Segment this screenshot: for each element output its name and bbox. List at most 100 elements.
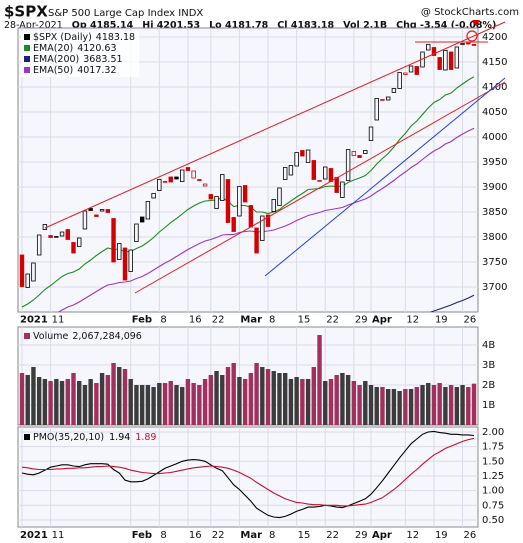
- volume-bar: [82, 385, 88, 425]
- y-tick-label: 4200: [482, 32, 507, 43]
- volume-bar: [145, 385, 151, 425]
- candle: [294, 152, 299, 167]
- legend-entry: Volume 2,067,284,096: [33, 331, 142, 342]
- x-tick-label: 29: [355, 315, 368, 326]
- legend-part: 1.94: [109, 432, 130, 443]
- candle: [380, 99, 385, 101]
- y-tick-label: 4B: [482, 340, 495, 351]
- legend-entry: EMA(20) 4120.63: [33, 43, 117, 54]
- candle: [454, 46, 460, 69]
- candle: [351, 151, 357, 156]
- x-tick-label: Apr: [372, 315, 392, 326]
- y-tick-label: 3950: [482, 157, 507, 168]
- candle: [391, 88, 397, 93]
- candle: [448, 51, 454, 70]
- line: [57, 127, 475, 312]
- candle: [105, 209, 111, 213]
- volume-bar: [157, 383, 162, 425]
- candle: [99, 209, 105, 212]
- legend-entry: EMA(200) 3683.51: [33, 54, 123, 65]
- volume-bar: [265, 369, 271, 425]
- volume-bar: [162, 383, 168, 425]
- candle: [231, 217, 236, 232]
- candle: [248, 205, 254, 228]
- candle: [334, 177, 339, 193]
- y-tick-label: 4150: [482, 57, 507, 68]
- volume-bar: [77, 381, 82, 425]
- x-tick-label: 12: [406, 315, 419, 326]
- candle: [403, 72, 408, 75]
- candle: [311, 160, 316, 180]
- legend-part: Volume: [33, 331, 68, 342]
- x-tick-label: Feb: [132, 530, 152, 541]
- candle: [71, 242, 76, 254]
- price-info: 28-Apr-2021 Op 4185.14 Hi 4201.53 Lo 418…: [4, 20, 496, 31]
- volume-bar: [351, 381, 357, 425]
- x-tick-label: 29: [355, 530, 368, 541]
- candle: [197, 179, 202, 181]
- info-item: Hi 4201.53: [142, 20, 200, 31]
- trendline: [264, 77, 506, 277]
- volume-bar: [317, 335, 322, 425]
- candle: [145, 201, 151, 220]
- x-tick-label: 8: [160, 315, 166, 326]
- y-tick-label: 1.75: [482, 442, 504, 453]
- volume-bar: [168, 381, 173, 425]
- legend: $SPX (Daily) 4183.18 EMA(20) 4120.63EMA(200…: [21, 31, 139, 77]
- volume-bar: [363, 381, 368, 425]
- x-tick-label: Apr: [372, 530, 392, 541]
- volume-bar: [185, 379, 191, 425]
- candle: [54, 236, 59, 238]
- candle: [48, 235, 53, 238]
- legend-swatch: [24, 434, 30, 440]
- legend-swatch: [24, 333, 30, 339]
- volume-bar: [403, 389, 408, 425]
- candle: [134, 223, 139, 242]
- candle: [431, 47, 437, 56]
- legend-swatch: [24, 56, 30, 62]
- y-tick-label: 4000: [482, 132, 507, 143]
- line: [21, 430, 475, 519]
- candle: [157, 179, 162, 191]
- candle: [265, 214, 271, 227]
- candle: [180, 169, 185, 182]
- legend-value: 4017.32: [77, 65, 116, 76]
- x-tick-label: 26: [464, 315, 477, 326]
- candle: [408, 65, 414, 73]
- candle: [151, 193, 156, 199]
- x-tick-label: 22: [326, 530, 339, 541]
- x-tick-label: Mar: [240, 315, 262, 326]
- candle: [65, 229, 70, 240]
- volume-bar: [197, 385, 202, 425]
- candle: [260, 215, 265, 241]
- candle: [242, 185, 248, 203]
- candle: [82, 210, 88, 230]
- candle: [323, 166, 328, 180]
- volume-bar: [48, 381, 53, 425]
- y-tick-label: 3750: [482, 257, 507, 268]
- y-tick-label: 3800: [482, 232, 507, 243]
- x-tick-label: 8: [269, 530, 275, 541]
- volume-bar: [111, 363, 116, 425]
- candle: [174, 176, 179, 180]
- x-tick-label: 15: [298, 315, 311, 326]
- y-tick-label: 3900: [482, 182, 507, 193]
- line: [21, 437, 475, 507]
- volume-bar: [99, 373, 105, 425]
- candle: [282, 167, 288, 180]
- volume-bar: [220, 375, 225, 425]
- x-tick-label: 15: [298, 530, 311, 541]
- volume-bar: [59, 381, 65, 425]
- legend-swatch: [24, 67, 30, 73]
- legend-swatch: [24, 45, 30, 51]
- volume-bar: [471, 383, 477, 425]
- legend-name: EMA(200): [33, 54, 79, 65]
- x-tick-label: 2021: [20, 530, 48, 541]
- volume-bar: [128, 379, 133, 425]
- trendlines: [44, 21, 506, 294]
- volume-bar: [414, 387, 419, 425]
- volume-bar: [214, 371, 219, 425]
- candle: [168, 176, 173, 183]
- candle: [317, 180, 322, 182]
- candle: [466, 42, 471, 45]
